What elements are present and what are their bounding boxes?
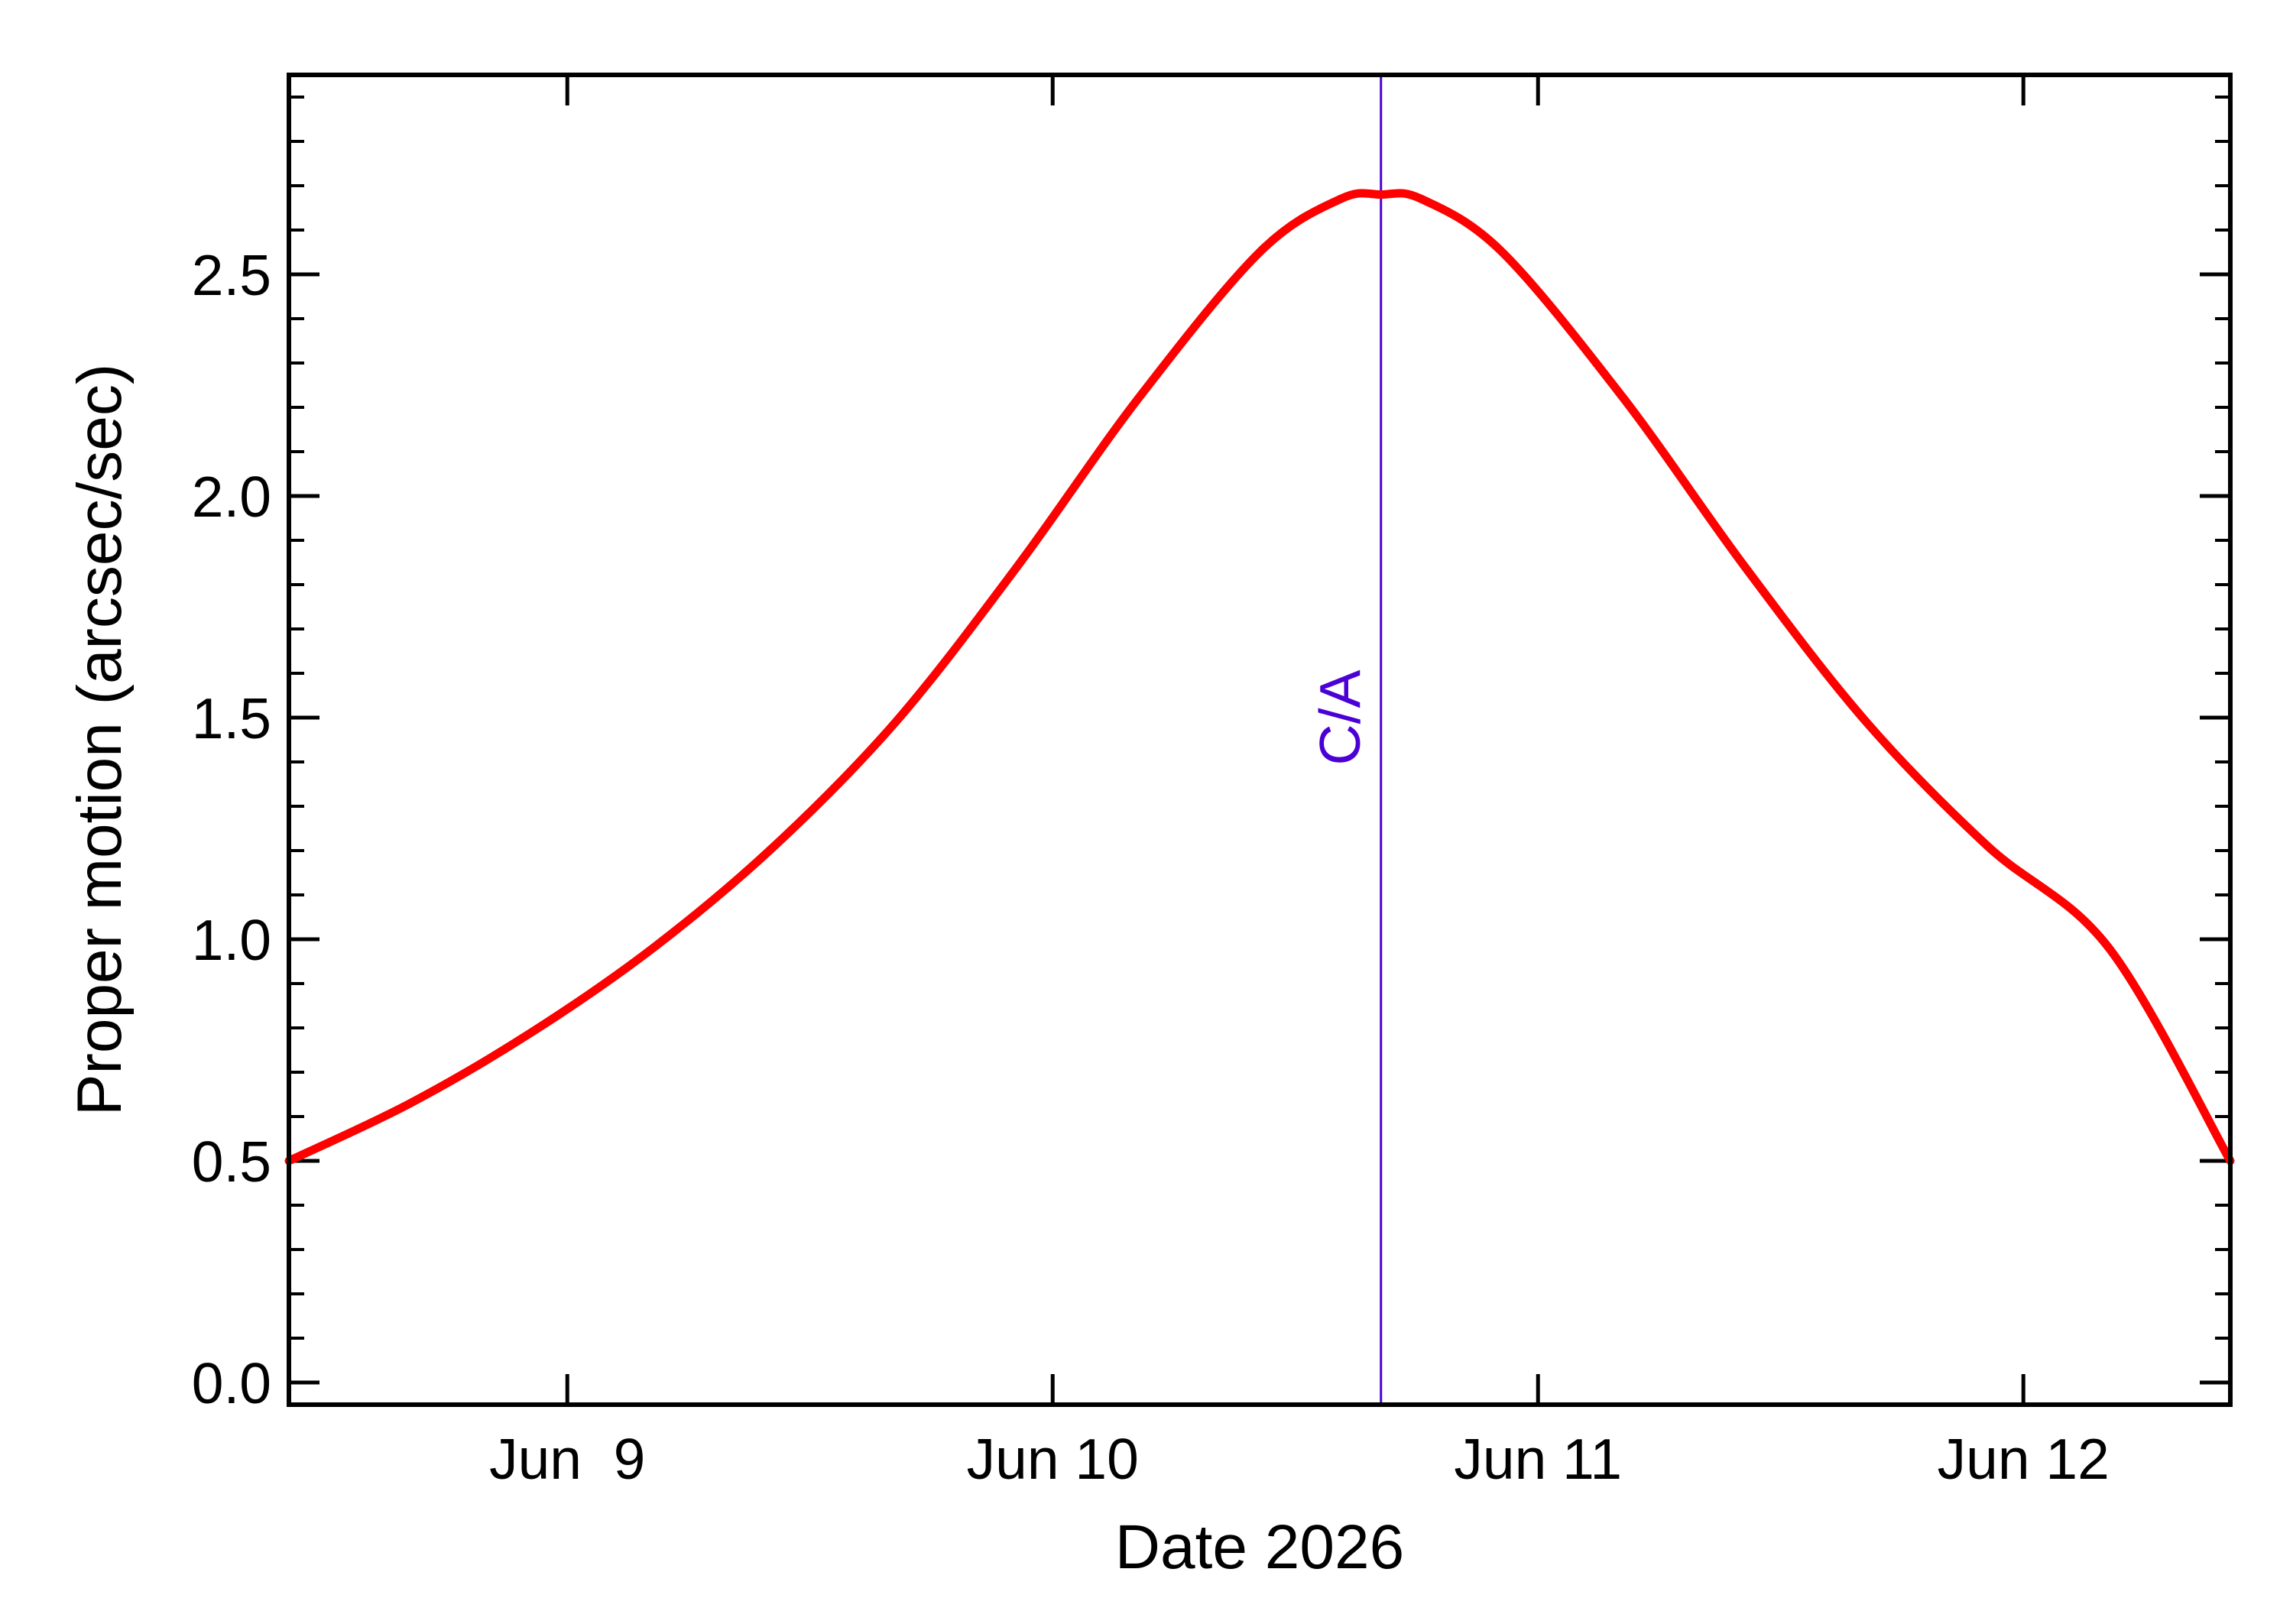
y-axis-label: Proper motion (arcsec/sec) — [65, 364, 135, 1116]
closest-approach-label: C/A — [1308, 669, 1372, 765]
y-tick-label: 2.0 — [192, 465, 271, 529]
y-tick-label: 0.0 — [192, 1351, 271, 1415]
x-tick-label: Jun 9 — [489, 1427, 645, 1491]
y-tick-label: 2.5 — [192, 243, 271, 307]
x-tick-label: Jun 11 — [1454, 1427, 1622, 1491]
y-tick-label: 1.0 — [192, 908, 271, 972]
x-axis-label: Date 2026 — [1115, 1512, 1404, 1582]
x-tick-label: Jun 10 — [967, 1427, 1139, 1491]
proper-motion-line — [284, 189, 2235, 1165]
y-tick-label: 1.5 — [192, 686, 271, 750]
tick-labels: Jun 9 Jun 10 Jun 11 Jun 12 0.0 0.5 1.0 1.5 2.0 2.… — [192, 243, 2110, 1491]
x-tick-label: Jun 12 — [1938, 1427, 2110, 1491]
plot-frame — [287, 73, 2233, 1407]
y-tick-label: 0.5 — [192, 1130, 271, 1194]
axis-ticks — [289, 75, 2230, 1405]
